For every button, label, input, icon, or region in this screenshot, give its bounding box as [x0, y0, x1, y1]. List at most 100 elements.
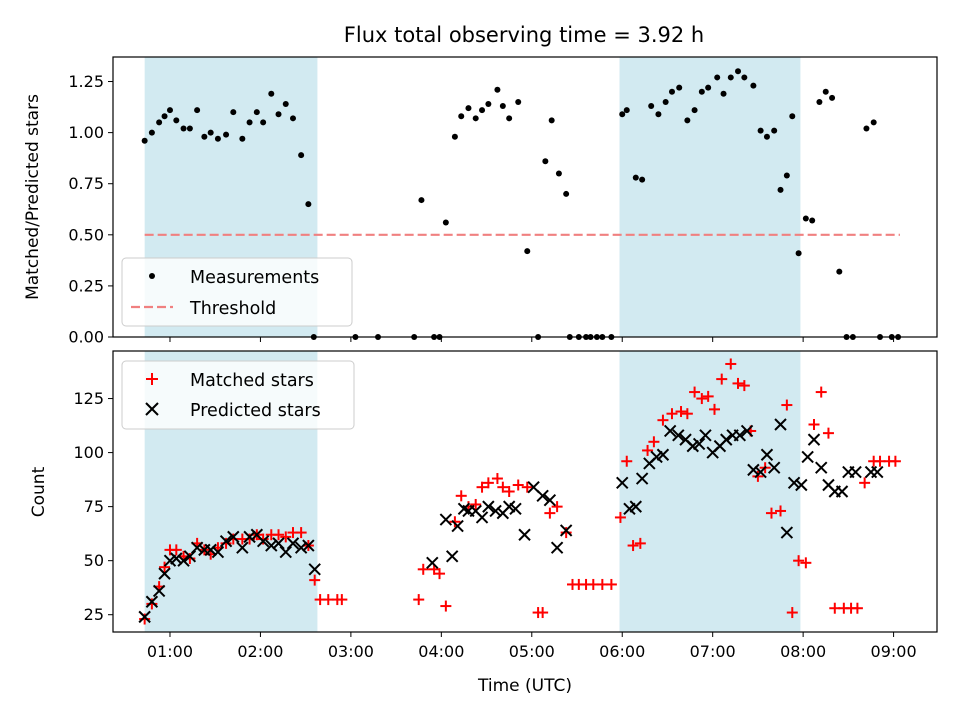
- measurements-point-71: [727, 74, 734, 81]
- legend-predicted-label: Predicted stars: [190, 401, 321, 421]
- measurements-point-70: [720, 90, 727, 97]
- measurements-point-66: [691, 107, 698, 114]
- measurements-point-43: [524, 248, 531, 255]
- matched-stars-point-18: [257, 533, 269, 545]
- matched-stars-point-59: [627, 540, 639, 552]
- measurements-point-57: [623, 107, 630, 114]
- matched-stars-point-6: [170, 544, 182, 556]
- predicted-stars-point-16: [243, 530, 256, 544]
- matched-stars-point-78: [765, 507, 777, 519]
- predicted-stars-point-22: [286, 537, 300, 550]
- matched-stars-point-70: [708, 403, 720, 415]
- predicted-stars-point-53: [672, 429, 685, 442]
- legend-measurements-marker: [149, 273, 155, 279]
- x-tick-label-1: 01:00: [147, 642, 193, 661]
- legend-predicted-marker: [145, 402, 159, 416]
- measurements-point-68: [705, 84, 712, 91]
- x-axis-label: Time (UTC): [477, 676, 572, 696]
- matched-stars-point-91: [859, 477, 871, 489]
- matched-stars-point-66: [681, 408, 693, 420]
- matched-stars-point-56: [605, 578, 617, 590]
- measurements-point-47: [555, 170, 562, 177]
- measurements-point-91: [870, 119, 877, 126]
- predicted-stars-point-73: [807, 433, 821, 446]
- predicted-stars-point-9: [190, 541, 204, 554]
- measurements-point-75: [757, 127, 764, 134]
- top-plot-frame: [112, 56, 938, 338]
- measurements-point-46: [548, 117, 555, 124]
- measurements-point-8: [186, 125, 193, 132]
- matched-stars-point-36: [455, 490, 467, 502]
- matched-stars-point-29: [336, 594, 348, 606]
- matched-stars-point-44: [512, 479, 524, 491]
- predicted-stars-point-33: [475, 511, 489, 524]
- measurements-point-41: [506, 115, 513, 122]
- measurements-point-5: [166, 107, 173, 114]
- measurements-point-59: [639, 176, 646, 183]
- predicted-stars-point-18: [256, 535, 270, 548]
- measurements-point-11: [207, 129, 214, 136]
- matched-stars-point-80: [781, 399, 793, 411]
- bottom-y-axis-label: Count: [29, 466, 49, 517]
- predicted-stars-point-12: [211, 545, 225, 559]
- measurements-point-32: [442, 219, 449, 226]
- measurements-point-1: [141, 137, 148, 144]
- measurements-point-38: [485, 101, 492, 108]
- predicted-stars-point-72: [801, 450, 814, 464]
- bottom-legend: Matched stars Predicted stars: [121, 360, 355, 430]
- predicted-stars-point-64: [747, 463, 760, 477]
- predicted-stars-point-39: [518, 528, 531, 541]
- measurements-point-76: [763, 133, 770, 140]
- matched-stars-point-21: [280, 531, 292, 543]
- predicted-stars-point-60: [720, 433, 733, 446]
- matched-stars-point-40: [482, 477, 494, 489]
- measurements-point-4: [161, 113, 168, 120]
- bottom-y-tick-label-75: 75: [84, 497, 104, 516]
- predicted-stars-point-52: [663, 424, 677, 438]
- measurements-point-62: [662, 98, 669, 105]
- measurements-point-15: [239, 135, 246, 142]
- measurements-point-69: [714, 74, 721, 81]
- predicted-stars-point-57: [699, 429, 712, 442]
- matched-stars-point-74: [738, 380, 750, 392]
- measurements-point-3: [156, 119, 163, 126]
- predicted-stars-point-81: [871, 465, 884, 479]
- predicted-stars-point-13: [219, 535, 233, 548]
- measurements-point-81: [795, 250, 802, 257]
- x-tick-label-3: 03:00: [328, 642, 374, 661]
- predicted-stars-point-15: [236, 541, 249, 554]
- top-y-ticks: 0.00 0.25 0.50 0.75 1.00 1.25: [68, 72, 113, 347]
- predicted-stars-point-44: [559, 524, 573, 537]
- predicted-stars-point-45: [616, 476, 629, 490]
- matched-stars-point-60: [634, 537, 646, 549]
- matched-stars-point-2: [146, 598, 158, 610]
- matched-stars-point-72: [725, 358, 737, 370]
- matched-stars-point-67: [689, 386, 701, 398]
- predicted-stars-point-48: [635, 472, 649, 485]
- measurements-point-18: [260, 119, 267, 126]
- bottom-y-tick-label-25: 25: [84, 605, 104, 624]
- matched-stars-point-71: [716, 373, 728, 385]
- measurements-point-67: [698, 88, 705, 95]
- legend-matched-label: Matched stars: [190, 371, 314, 391]
- matched-stars-point-49: [551, 501, 563, 513]
- matched-stars-point-23: [295, 527, 307, 539]
- predicted-stars-point-29: [451, 519, 464, 533]
- bottom-panel: 01:00 02:00 03:00 04:00 05:00 06:00 07:00 08:00…: [29, 350, 938, 696]
- measurements-point-17: [253, 109, 260, 116]
- predicted-stars-point-77: [835, 485, 849, 498]
- top-y-tick-label-1.25: 1.25: [68, 72, 104, 91]
- measurements-point-19: [268, 90, 275, 97]
- matched-stars-point-33: [434, 568, 446, 580]
- measurements-point-23: [298, 152, 305, 159]
- measurements-point-56: [619, 111, 626, 118]
- legend-measurements-label: Measurements: [190, 268, 319, 288]
- predicted-stars-point-4: [158, 567, 171, 580]
- matched-stars-point-79: [775, 505, 787, 517]
- matched-stars-point-38: [470, 498, 482, 510]
- matched-stars-point-48: [544, 507, 556, 519]
- predicted-stars-point-42: [543, 493, 557, 507]
- predicted-stars-point-11: [204, 543, 217, 557]
- predicted-stars-point-2: [145, 595, 159, 608]
